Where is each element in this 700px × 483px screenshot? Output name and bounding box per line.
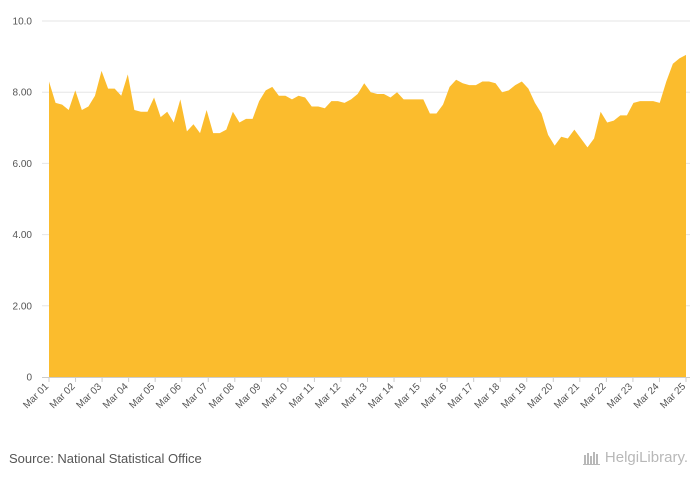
brand-logo: HelgiLibrary. <box>582 449 688 466</box>
y-tick-label: 2.00 <box>13 301 33 312</box>
x-tick-label: Mar 23 <box>605 381 635 411</box>
source-note: Source: National Statistical Office <box>9 451 202 466</box>
x-tick-label: Mar 18 <box>473 381 503 411</box>
x-tick-label: Mar 25 <box>658 381 688 411</box>
y-tick-label: 4.00 <box>13 230 33 241</box>
library-icon <box>582 451 600 465</box>
x-tick-label: Mar 12 <box>313 381 343 411</box>
x-tick-label: Mar 10 <box>260 381 290 411</box>
x-tick-label: Mar 22 <box>579 381 609 411</box>
x-tick-label: Mar 05 <box>128 381 158 411</box>
y-tick-label: 6.00 <box>13 159 33 170</box>
x-tick-label: Mar 15 <box>393 381 423 411</box>
x-tick-label: Mar 20 <box>526 381 556 411</box>
y-tick-label: 0 <box>26 373 32 384</box>
area-series <box>49 54 686 377</box>
y-tick-label: 8.00 <box>13 88 33 99</box>
x-tick-label: Mar 21 <box>552 381 582 411</box>
x-tick-label: Mar 08 <box>207 381 237 411</box>
x-tick-label: Mar 14 <box>366 381 396 411</box>
x-tick-label: Mar 06 <box>154 381 184 411</box>
x-tick-label: Mar 24 <box>632 381 662 411</box>
x-tick-label: Mar 04 <box>101 381 131 411</box>
x-tick-label: Mar 01 <box>21 381 51 411</box>
x-tick-label: Mar 13 <box>340 381 370 411</box>
y-tick-label: 10.0 <box>13 17 33 28</box>
brand-name: HelgiLibrary. <box>604 449 688 466</box>
x-tick-label: Mar 02 <box>48 381 78 411</box>
x-tick-label: Mar 17 <box>446 381 476 411</box>
x-tick-label: Mar 07 <box>181 381 211 411</box>
x-tick-label: Mar 11 <box>287 381 317 411</box>
x-tick-label: Mar 09 <box>234 381 264 411</box>
x-tick-label: Mar 19 <box>499 381 529 411</box>
x-tick-label: Mar 16 <box>419 381 449 411</box>
x-tick-label: Mar 03 <box>74 381 104 411</box>
